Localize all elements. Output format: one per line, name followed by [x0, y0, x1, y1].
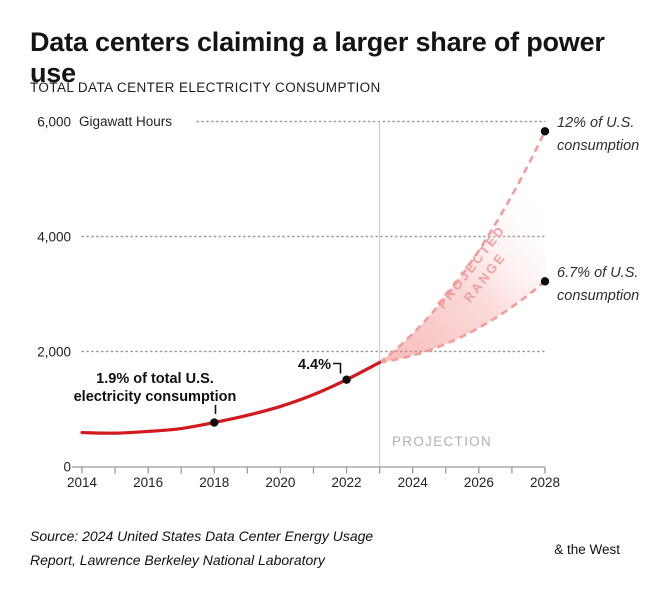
y-tick-label: 4,000	[37, 230, 71, 245]
chart-generated: 0 2,000 4,000 6,000 2014 2016 2018 2020 2022 2024…	[37, 115, 560, 491]
historical-line	[80, 360, 382, 435]
projection-label: PROJECTION	[392, 434, 492, 449]
data-point-dot	[540, 127, 550, 136]
source-line1: Source: 2024 United States Data Center E…	[30, 528, 374, 544]
y-tick-label: 6,000	[37, 115, 71, 130]
data-point-dot	[342, 375, 351, 384]
annotation-low: 6.7% of U.S. consumption	[557, 265, 639, 304]
x-tick-label: 2020	[265, 475, 295, 490]
data-point-dot	[540, 277, 550, 286]
source-note: Source: 2024 United States Data Center E…	[30, 524, 460, 572]
x-tick-label: 2024	[398, 475, 429, 490]
source-line2: Report, Lawrence Berkeley National Labor…	[30, 552, 325, 568]
annotation-low-line2: consumption	[557, 288, 639, 304]
x-tick-label: 2018	[199, 475, 229, 490]
annotation-high: 12% of U.S. consumption	[557, 115, 639, 154]
annotation-high-line2: consumption	[557, 138, 639, 154]
chart-subtitle: TOTAL DATA CENTER ELECTRICITY CONSUMPTIO…	[30, 80, 381, 95]
projection-low-line	[379, 280, 546, 364]
projected-range-band	[379, 131, 545, 363]
projection-high-line	[378, 130, 547, 364]
annotation-2018: 1.9% of total U.S. electricity consumpti…	[74, 371, 237, 414]
x-tick-label: 2026	[464, 475, 494, 490]
annotation-2022: 4.4%	[298, 357, 342, 374]
y-axis-unit-label: Gigawatt Hours	[79, 114, 172, 129]
y-tick-label: 2,000	[37, 345, 71, 360]
x-tick-label: 2028	[530, 475, 560, 490]
data-point-dot	[210, 418, 219, 427]
annotation-2022-label: 4.4%	[298, 357, 331, 373]
annotation-high-line1: 12% of U.S.	[557, 115, 634, 131]
annotation-2022-connector	[333, 362, 342, 374]
annotation-2018-line1: 1.9% of total U.S.	[96, 371, 214, 387]
y-tick-label: 0	[63, 460, 71, 475]
brand-mark: & the West	[554, 542, 620, 557]
page-title: Data centers claiming a larger share of …	[30, 27, 605, 88]
annotation-2018-line2: electricity consumption	[74, 389, 237, 405]
annotation-low-line1: 6.7% of U.S.	[557, 265, 638, 281]
x-tick-label: 2016	[133, 475, 163, 490]
x-tick-label: 2022	[332, 475, 362, 490]
x-tick-label: 2014	[67, 475, 98, 490]
